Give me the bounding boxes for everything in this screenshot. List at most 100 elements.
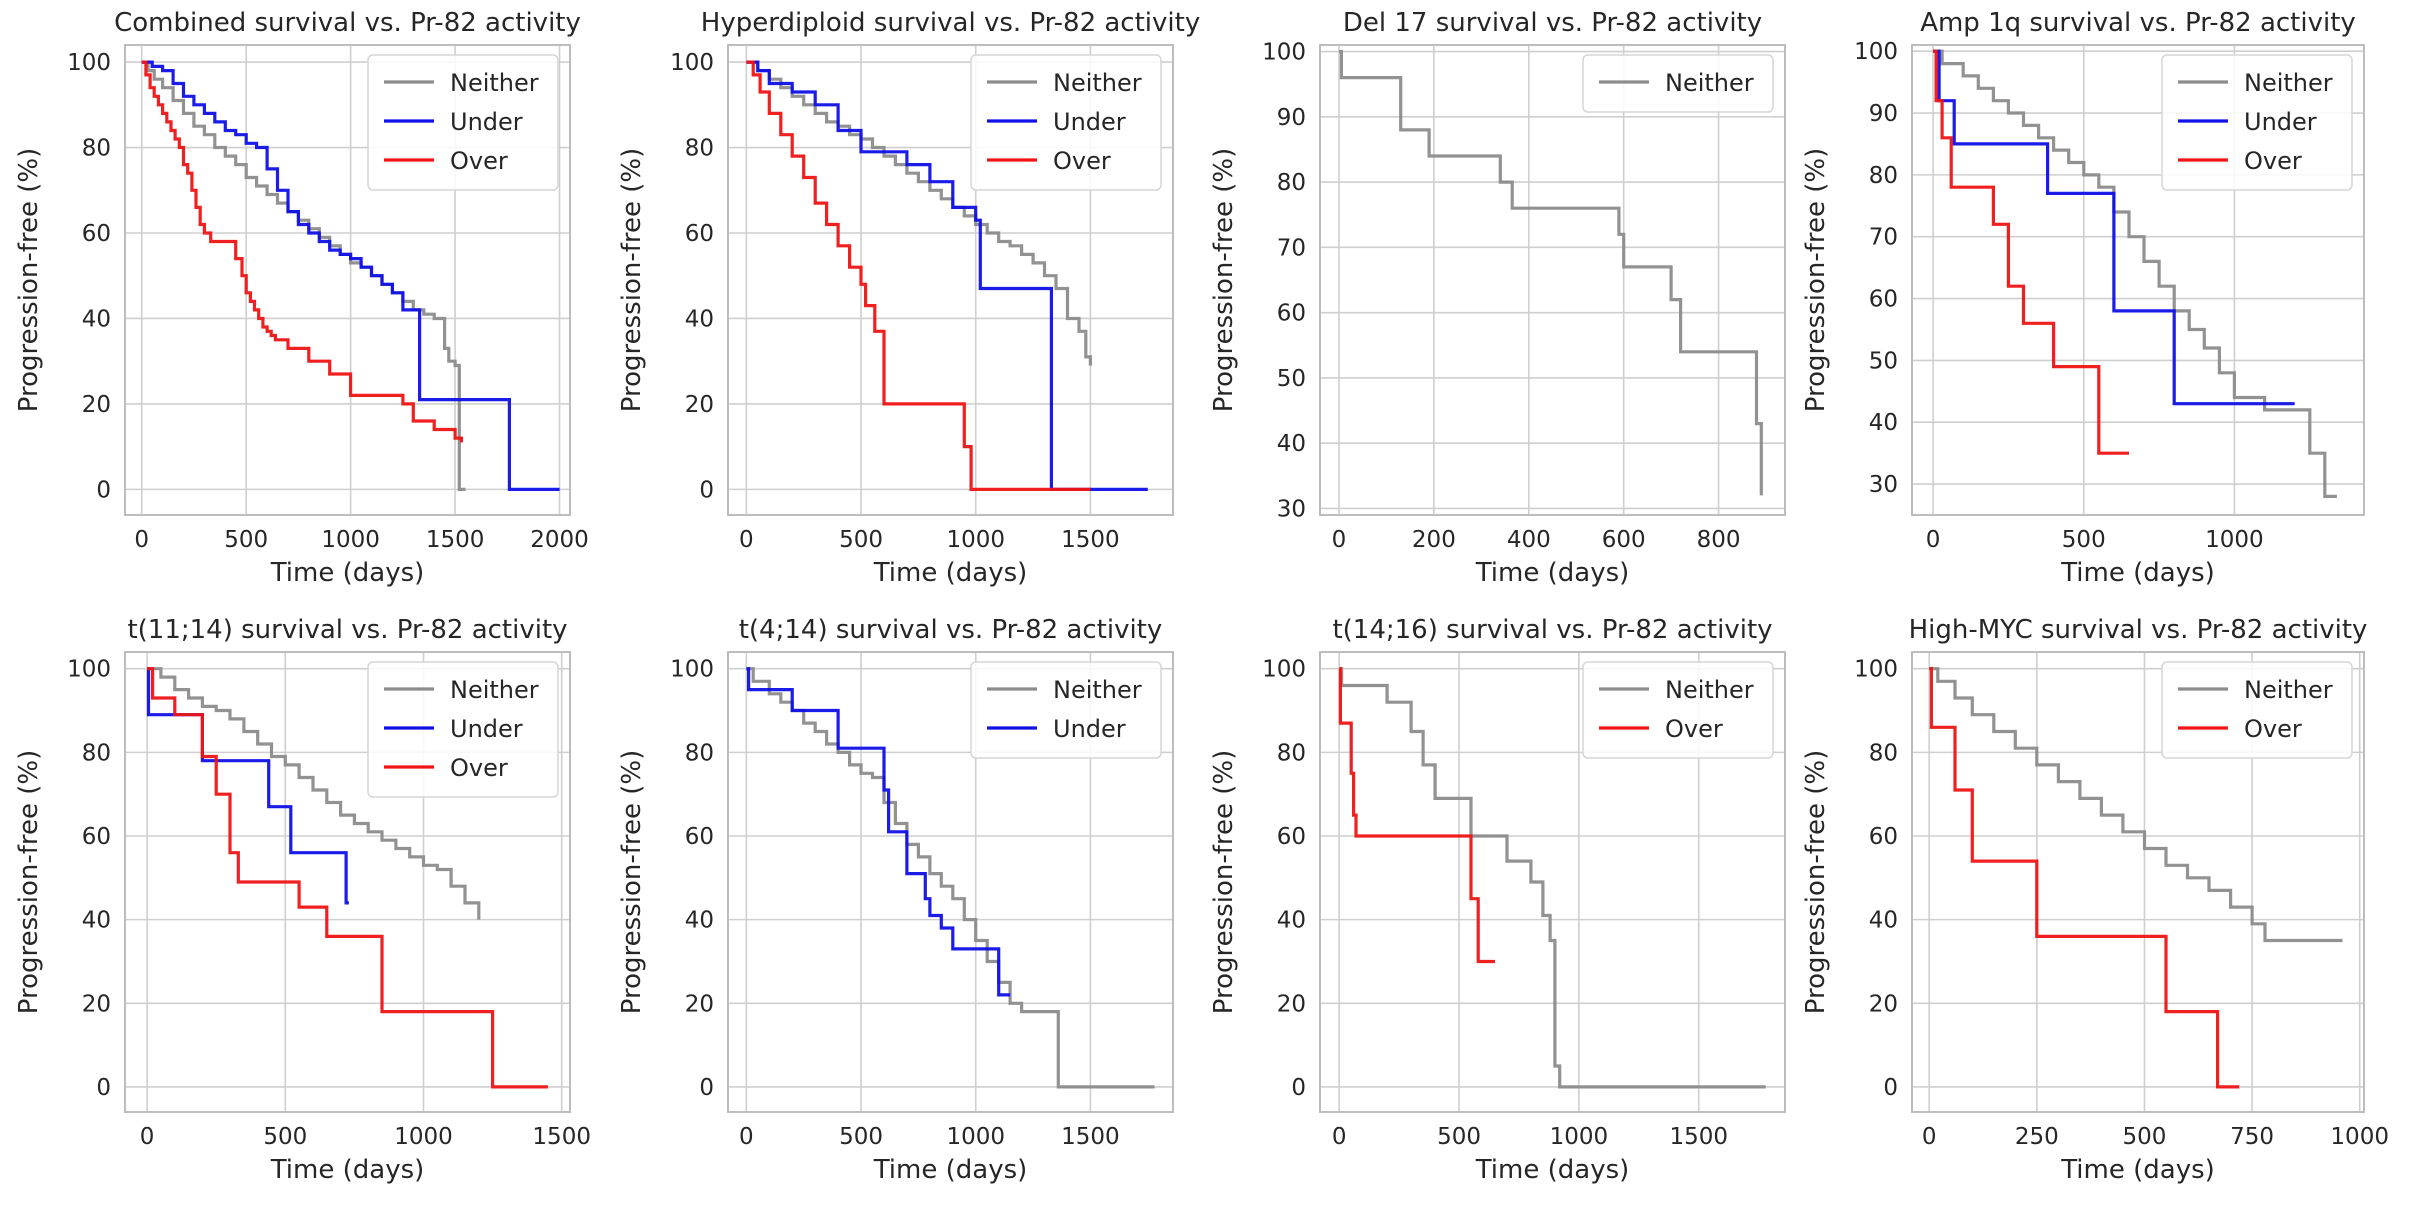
- y-tick-label: 80: [82, 136, 111, 162]
- y-tick-label: 20: [82, 392, 111, 418]
- x-tick-label: 500: [2123, 1124, 2167, 1150]
- legend-label-neither: Neither: [1053, 69, 1142, 97]
- x-axis-label: Time (days): [873, 1155, 1028, 1185]
- y-axis-label: Progression-free (%): [14, 750, 44, 1014]
- chart-panel-4: 0 500 1000 30 40 50 60 70 80 90 100 Amp 1q survival…: [1801, 8, 2365, 588]
- y-tick-label: 60: [1277, 824, 1306, 850]
- y-tick-label: 40: [1277, 431, 1306, 457]
- y-tick-label: 20: [685, 392, 714, 418]
- legend-label-neither: Neither: [2244, 69, 2333, 97]
- y-tick-label: 100: [1854, 39, 1898, 65]
- y-tick-label: 80: [1277, 740, 1306, 766]
- y-tick-label: 100: [670, 657, 714, 683]
- legend-box: [2161, 661, 2353, 759]
- legend-label-neither: Neither: [1665, 69, 1754, 97]
- x-tick-label: 0: [739, 1124, 754, 1150]
- y-tick-label: 40: [685, 306, 714, 332]
- x-tick-label: 1000: [946, 527, 1005, 553]
- y-tick-label: 0: [1883, 1075, 1898, 1101]
- x-tick-label: 500: [839, 1124, 883, 1150]
- y-tick-label: 40: [1277, 908, 1306, 934]
- x-axis-label: Time (days): [2060, 1155, 2215, 1185]
- x-tick-label: 0: [134, 527, 149, 553]
- x-axis-label: Time (days): [873, 558, 1028, 588]
- legend-label-under: Under: [450, 715, 523, 743]
- y-tick-label: 0: [1291, 1075, 1306, 1101]
- legend-label-neither: Neither: [450, 676, 539, 704]
- chart-title: Combined survival vs. Pr-82 activity: [114, 8, 581, 38]
- y-tick-label: 60: [1869, 287, 1898, 313]
- y-tick-label: 0: [699, 1075, 714, 1101]
- plot-frame: [124, 44, 571, 516]
- y-tick-label: 90: [1277, 105, 1306, 131]
- y-tick-label: 80: [82, 740, 111, 766]
- x-tick-label: 0: [1332, 1124, 1347, 1150]
- y-tick-label: 20: [82, 991, 111, 1017]
- y-tick-label: 80: [1277, 170, 1306, 196]
- chart-panel-3: 0 200 400 600 800 30 40 50 60 70 80 90 100 Del 17 sur…: [1209, 8, 1786, 588]
- chart-title: High-MYC survival vs. Pr-82 activity: [1909, 615, 2368, 645]
- plot-frame: [727, 651, 1174, 1113]
- y-tick-label: 100: [67, 50, 111, 76]
- x-tick-label: 0: [1926, 527, 1941, 553]
- y-tick-label: 40: [1869, 908, 1898, 934]
- series-line-over: [147, 667, 548, 1089]
- chart-title: t(11;14) survival vs. Pr-82 activity: [127, 615, 567, 645]
- x-tick-label: 200: [1412, 527, 1456, 553]
- y-tick-label: 60: [1277, 301, 1306, 327]
- legend-label-neither: Neither: [450, 69, 539, 97]
- chart-panel-7: 0 500 1000 1500 0 20 40 60 80 100 t(14;16) surviva…: [1209, 615, 1786, 1185]
- y-tick-label: 100: [1854, 657, 1898, 683]
- y-axis-label: Progression-free (%): [14, 148, 44, 412]
- legend-label-under: Under: [1053, 715, 1126, 743]
- x-tick-label: 1000: [2205, 527, 2264, 553]
- chart-panel-2: 0 500 1000 1500 0 20 40 60 80 100 Hyperdiploid sur…: [617, 8, 1200, 588]
- chart-panel-5: 0 500 1000 1500 0 20 40 60 80 100 t(11;14) surviva…: [14, 615, 591, 1185]
- legend-label-under: Under: [1053, 108, 1126, 136]
- x-tick-label: 250: [2015, 1124, 2059, 1150]
- series-line-under: [1933, 49, 2295, 406]
- legend-box: [2161, 54, 2353, 191]
- legend-box: [970, 661, 1162, 759]
- x-tick-label: 750: [2230, 1124, 2274, 1150]
- y-axis-label: Progression-free (%): [1801, 750, 1831, 1014]
- x-tick-label: 800: [1697, 527, 1741, 553]
- legend-box: [367, 661, 559, 798]
- x-axis-label: Time (days): [270, 1155, 425, 1185]
- legend-label-over: Over: [1665, 715, 1723, 743]
- chart-panel-8: 0 250 500 750 1000 0 20 40 60 80 100 High-MYC survi…: [1801, 615, 2389, 1185]
- series-line-neither: [147, 667, 481, 920]
- y-tick-label: 100: [670, 50, 714, 76]
- y-tick-label: 20: [685, 991, 714, 1017]
- x-axis-label: Time (days): [2060, 558, 2215, 588]
- legend-label-under: Under: [450, 108, 523, 136]
- x-tick-label: 2000: [530, 527, 589, 553]
- x-tick-label: 400: [1507, 527, 1551, 553]
- y-tick-label: 30: [1277, 496, 1306, 522]
- plot-frame: [1319, 651, 1786, 1113]
- x-tick-label: 500: [1437, 1124, 1481, 1150]
- x-axis-label: Time (days): [1475, 558, 1630, 588]
- x-tick-label: 500: [263, 1124, 307, 1150]
- x-tick-label: 500: [224, 527, 268, 553]
- y-tick-label: 60: [685, 824, 714, 850]
- legend-label-neither: Neither: [1053, 676, 1142, 704]
- y-tick-label: 80: [1869, 740, 1898, 766]
- legend-label-neither: Neither: [1665, 676, 1754, 704]
- y-tick-label: 50: [1869, 348, 1898, 374]
- x-tick-label: 1500: [1061, 527, 1120, 553]
- y-tick-label: 100: [1262, 40, 1306, 66]
- series-line-under: [746, 60, 1148, 491]
- series-line-neither: [1929, 667, 2343, 943]
- y-tick-label: 80: [1869, 163, 1898, 189]
- legend-box: [1582, 661, 1774, 759]
- chart-title: t(4;14) survival vs. Pr-82 activity: [739, 615, 1163, 645]
- legend-box: [970, 54, 1162, 191]
- series-line-over: [746, 60, 1091, 491]
- y-tick-label: 70: [1869, 225, 1898, 251]
- y-tick-label: 60: [82, 221, 111, 247]
- y-tick-label: 0: [699, 477, 714, 503]
- y-tick-label: 20: [1869, 991, 1898, 1017]
- x-tick-label: 1000: [394, 1124, 453, 1150]
